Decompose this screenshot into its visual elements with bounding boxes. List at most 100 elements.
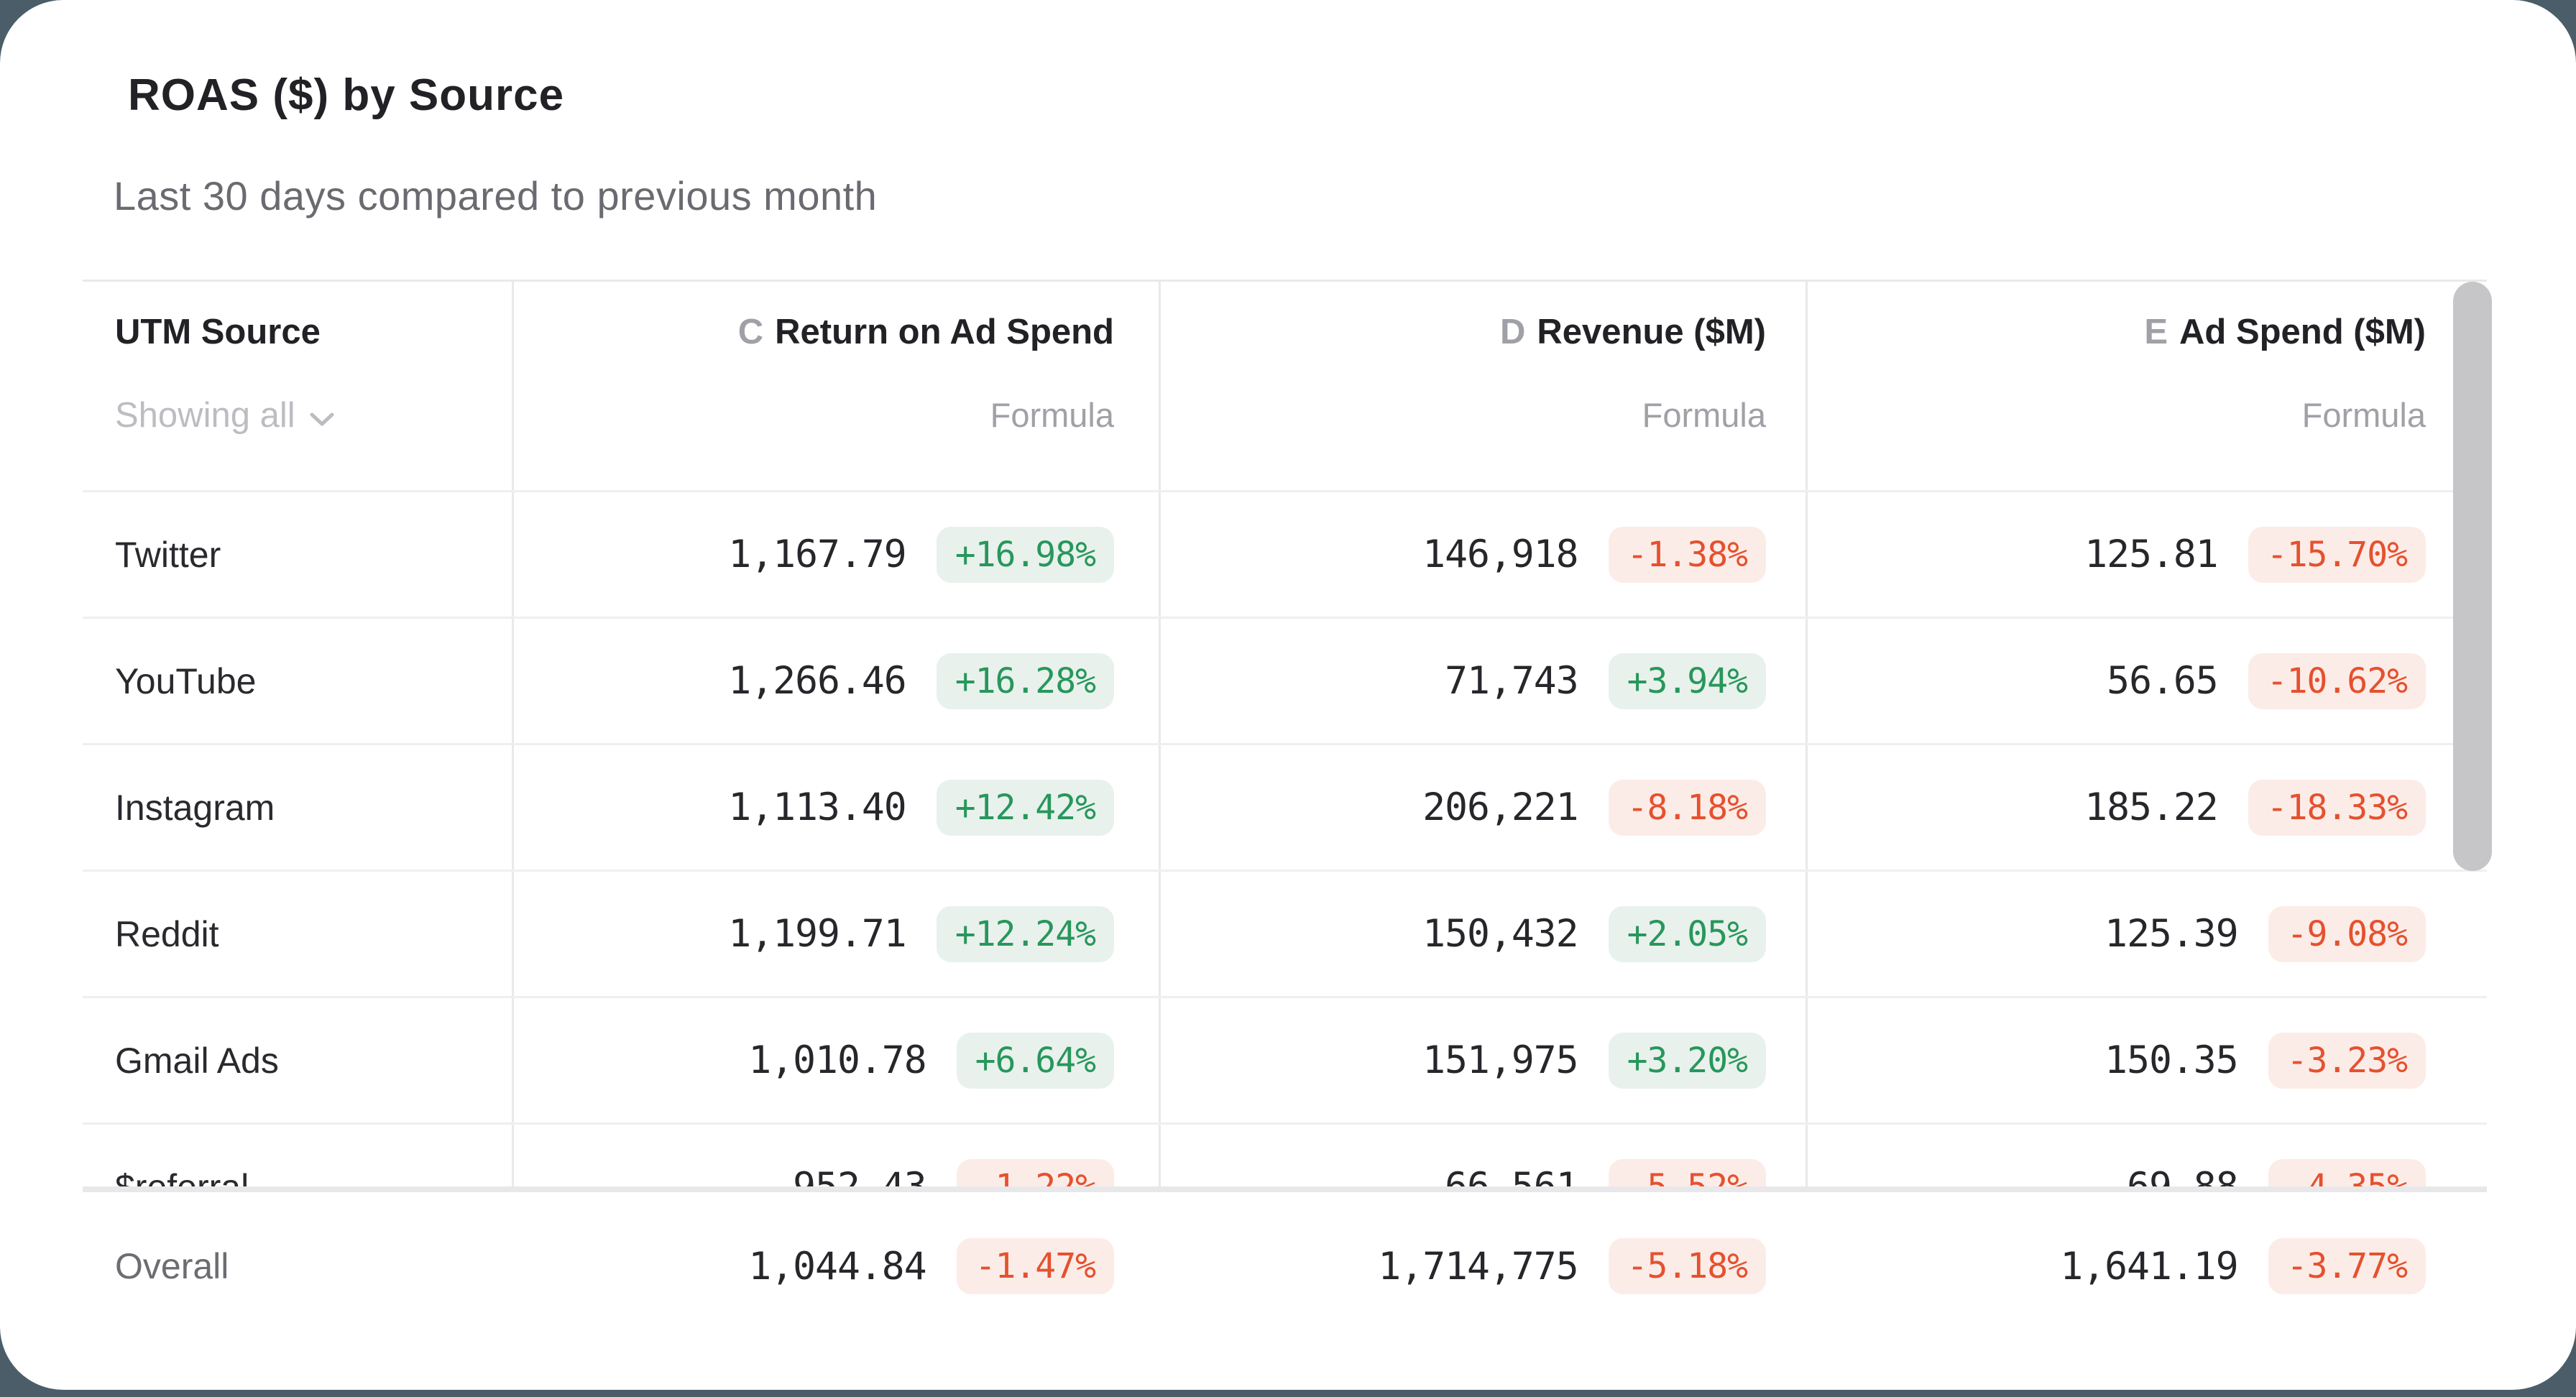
delta-badge: -15.70% <box>2248 526 2426 583</box>
roas-header-label: C Return on Ad Spend <box>737 313 1114 351</box>
adspend-cell: 69.88 -4.35% <box>1806 1125 2487 1186</box>
source-label: Reddit <box>115 913 219 954</box>
table-row: $referral 952.43 -1.22% 66,561 -5.52% 69… <box>83 1122 2487 1186</box>
roas-cell: 1,010.78 +6.64% <box>512 998 1159 1122</box>
metric-value: 146,918 <box>1422 532 1578 576</box>
adspend-header-label: E Ad Spend ($M) <box>2144 313 2426 351</box>
revenue-cell: 206,221 -8.18% <box>1159 745 1806 870</box>
source-label: Gmail Ads <box>115 1040 279 1081</box>
card-title: ROAS ($) by Source <box>128 70 565 120</box>
column-header-utm-source: UTM Source Showing all <box>83 282 512 490</box>
delta-badge: -5.18% <box>1608 1238 1766 1294</box>
source-label: $referral <box>115 1166 249 1187</box>
overall-row: Overall 1,044.84 -1.47% 1,714,775 -5.18%… <box>83 1192 2487 1340</box>
source-cell: Reddit <box>83 872 512 996</box>
delta-badge: +12.42% <box>936 779 1114 836</box>
vertical-scrollbar-thumb[interactable] <box>2453 282 2492 871</box>
delta-badge: -3.77% <box>2268 1238 2426 1294</box>
overall-revenue-cell: 1,714,775 -5.18% <box>1159 1192 1806 1340</box>
table-row: Instagram 1,113.40 +12.42% 206,221 -8.18… <box>83 743 2487 870</box>
metric-value: 1,714,775 <box>1378 1244 1578 1288</box>
source-cell: $referral <box>83 1125 512 1187</box>
utm-source-header-label: UTM Source <box>115 313 321 351</box>
overall-roas-cell: 1,044.84 -1.47% <box>512 1192 1159 1340</box>
adspend-cell: 185.22 -18.33% <box>1806 745 2487 870</box>
adspend-cell: 150.35 -3.23% <box>1806 998 2487 1122</box>
delta-badge: -10.62% <box>2248 653 2426 709</box>
roas-table: UTM Source Showing all C Return on Ad Spe… <box>83 280 2487 1340</box>
column-letter: E <box>2144 313 2168 351</box>
metric-value: 151,975 <box>1422 1038 1578 1082</box>
revenue-cell: 146,918 -1.38% <box>1159 492 1806 617</box>
source-cell: YouTube <box>83 619 512 743</box>
delta-badge: +16.28% <box>936 653 1114 709</box>
column-letter: D <box>1500 313 1526 351</box>
revenue-cell: 66,561 -5.52% <box>1159 1125 1806 1186</box>
metric-value: 56.65 <box>2107 659 2219 703</box>
formula-label: Formula <box>2301 396 2426 434</box>
column-header-adspend: E Ad Spend ($M) Formula <box>1806 282 2487 490</box>
revenue-cell: 151,975 +3.20% <box>1159 998 1806 1122</box>
delta-badge: -1.22% <box>956 1158 1114 1186</box>
roas-cell: 952.43 -1.22% <box>512 1125 1159 1186</box>
table-scroll-viewport[interactable]: UTM Source Showing all C Return on Ad Spe… <box>83 282 2487 1186</box>
table-row: Reddit 1,199.71 +12.24% 150,432 +2.05% 1… <box>83 870 2487 996</box>
chevron-down-icon <box>310 394 334 437</box>
delta-badge: -18.33% <box>2248 779 2426 836</box>
metric-value: 185.22 <box>2084 785 2218 829</box>
source-label: YouTube <box>115 660 257 701</box>
metric-value: 1,641.19 <box>2060 1244 2238 1288</box>
metric-value: 1,199.71 <box>728 912 906 956</box>
metric-value: 125.39 <box>2104 912 2238 956</box>
column-header-revenue: D Revenue ($M) Formula <box>1159 282 1806 490</box>
adspend-cell: 56.65 -10.62% <box>1806 619 2487 743</box>
source-cell: Overall <box>83 1192 512 1340</box>
source-filter-label: Showing all <box>115 396 295 435</box>
table-header-row: UTM Source Showing all C Return on Ad Spe… <box>83 282 2487 490</box>
metric-value: 66,561 <box>1445 1165 1578 1186</box>
source-cell: Instagram <box>83 745 512 870</box>
delta-badge: +3.20% <box>1608 1032 1766 1089</box>
delta-badge: +3.94% <box>1608 653 1766 709</box>
metric-value: 1,266.46 <box>728 659 906 703</box>
delta-badge: -1.47% <box>956 1238 1114 1294</box>
overall-adspend-cell: 1,641.19 -3.77% <box>1806 1192 2487 1340</box>
source-label: Twitter <box>115 534 221 575</box>
metric-value: 1,113.40 <box>728 785 906 829</box>
delta-badge: -5.52% <box>1608 1158 1766 1186</box>
roas-cell: 1,167.79 +16.98% <box>512 492 1159 617</box>
metric-value: 125.81 <box>2084 532 2218 576</box>
adspend-cell: 125.39 -9.08% <box>1806 872 2487 996</box>
metric-value: 952.43 <box>793 1165 926 1186</box>
delta-badge: -8.18% <box>1608 779 1766 836</box>
delta-badge: +12.24% <box>936 905 1114 962</box>
metric-value: 150.35 <box>2104 1038 2238 1082</box>
roas-cell: 1,199.71 +12.24% <box>512 872 1159 996</box>
card-subtitle: Last 30 days compared to previous month <box>114 173 878 218</box>
column-letter: C <box>737 313 764 351</box>
delta-badge: +2.05% <box>1608 905 1766 962</box>
revenue-cell: 150,432 +2.05% <box>1159 872 1806 996</box>
formula-label: Formula <box>990 396 1114 434</box>
metric-value: 1,010.78 <box>748 1038 926 1082</box>
metric-value: 1,044.84 <box>748 1244 926 1288</box>
delta-badge: +6.64% <box>956 1032 1114 1089</box>
table-row: Gmail Ads 1,010.78 +6.64% 151,975 +3.20%… <box>83 996 2487 1122</box>
delta-badge: +16.98% <box>936 526 1114 583</box>
summary-divider <box>83 1186 2487 1192</box>
metric-value: 1,167.79 <box>728 532 906 576</box>
table-row: YouTube 1,266.46 +16.28% 71,743 +3.94% 5… <box>83 617 2487 743</box>
metric-value: 71,743 <box>1445 659 1578 703</box>
source-filter-dropdown[interactable]: Showing all <box>115 394 334 437</box>
column-header-roas: C Return on Ad Spend Formula <box>512 282 1159 490</box>
source-label: Instagram <box>115 787 275 828</box>
revenue-cell: 71,743 +3.94% <box>1159 619 1806 743</box>
roas-cell: 1,113.40 +12.42% <box>512 745 1159 870</box>
delta-badge: -3.23% <box>2268 1032 2426 1089</box>
delta-badge: -4.35% <box>2268 1158 2426 1186</box>
source-cell: Twitter <box>83 492 512 617</box>
table-row: Twitter 1,167.79 +16.98% 146,918 -1.38% … <box>83 490 2487 617</box>
source-cell: Gmail Ads <box>83 998 512 1122</box>
metric-value: 206,221 <box>1422 785 1578 829</box>
